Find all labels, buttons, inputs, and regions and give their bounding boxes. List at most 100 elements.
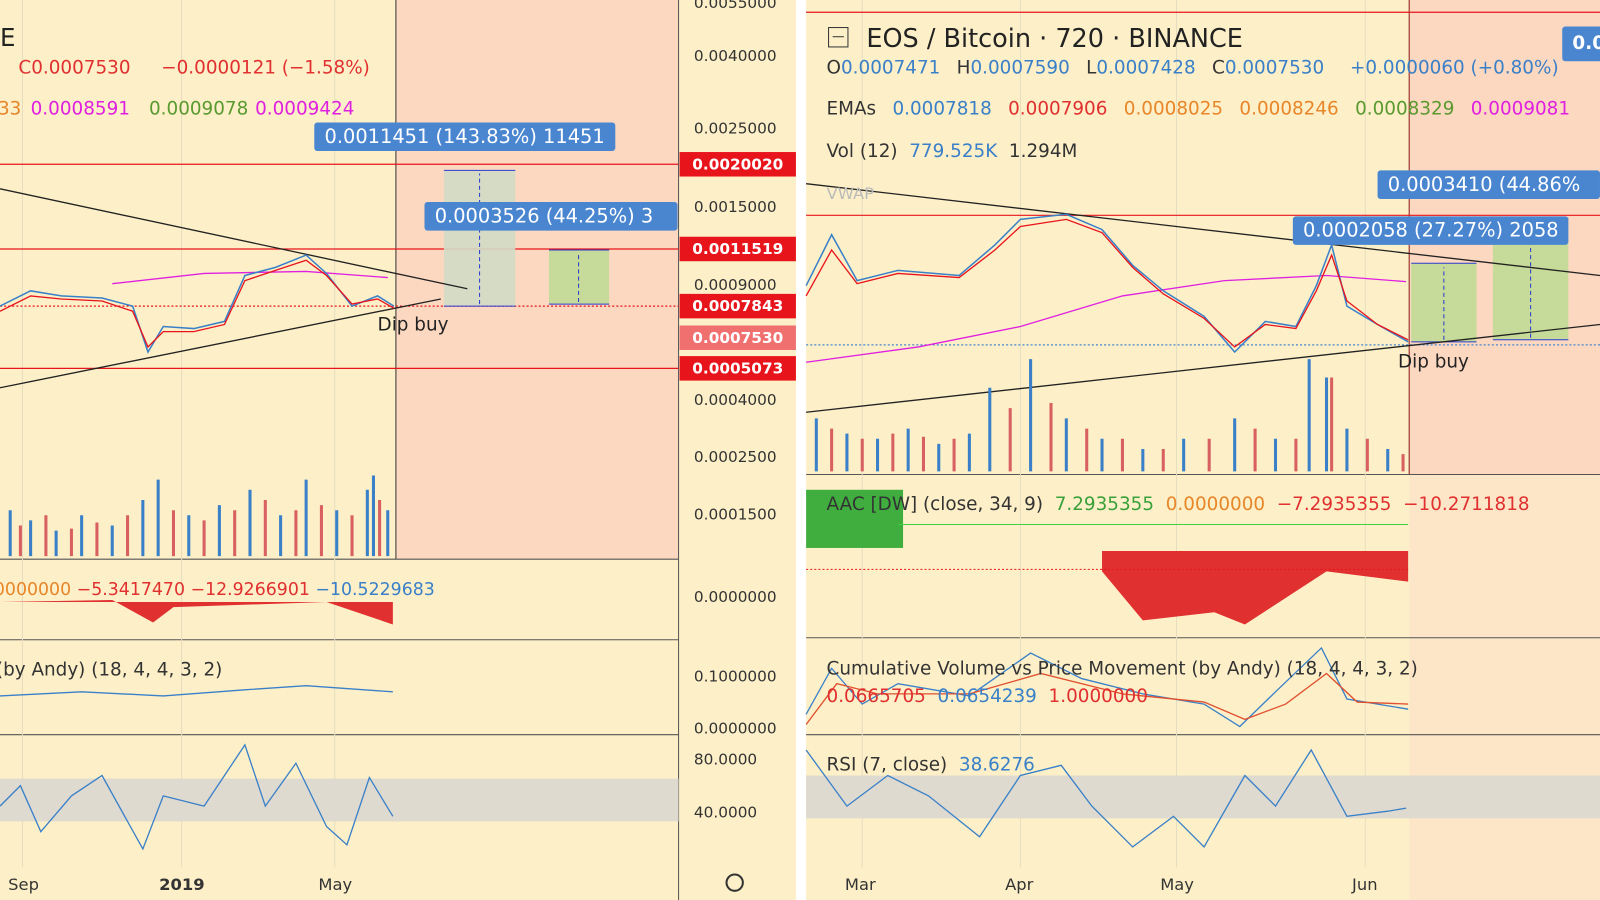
rsi-legend: RSI (7, close) 38.6276 bbox=[827, 754, 1035, 776]
aac-value: −5.3417470 bbox=[76, 579, 186, 600]
cvpm-line bbox=[0, 685, 393, 697]
time-label: Apr bbox=[1005, 874, 1034, 894]
symbol-title: EOS / Bitcoin · 720 · BINANCE bbox=[866, 23, 1243, 54]
ema-line bbox=[806, 274, 1407, 363]
axis-label: 80.0000 bbox=[693, 749, 758, 769]
axis-label: 0.1000000 bbox=[693, 667, 777, 686]
volume-legend: Vol (12) 779.525K 1.294M bbox=[827, 141, 1078, 163]
cvpm-label: (by Andy) (18, 4, 4, 3, 2) bbox=[0, 659, 223, 681]
cvpm-values: 0.0665705 0.0654239 1.0000000 bbox=[827, 686, 1148, 708]
axis-label: 0.0000000 bbox=[693, 587, 777, 607]
pane-separators bbox=[0, 473, 1600, 736]
aac-value: 7.2935355 bbox=[1054, 493, 1155, 516]
rsi-band bbox=[806, 775, 1600, 819]
axis-label: 0.0001500 bbox=[693, 505, 777, 524]
aac-value: −7.2935355 bbox=[1276, 493, 1392, 516]
ema-value: 0.0009081 bbox=[1470, 97, 1571, 120]
time-label: May bbox=[1160, 874, 1194, 894]
rsi-line bbox=[0, 743, 394, 851]
price-line bbox=[0, 259, 395, 349]
time-label: Sep bbox=[8, 874, 39, 894]
rsi-band bbox=[0, 778, 679, 822]
aac-value: 0000000 bbox=[0, 579, 72, 600]
settings-icon[interactable] bbox=[725, 873, 744, 892]
ohlc-value: 0.0007530 bbox=[1224, 57, 1325, 79]
ohlc-key: C bbox=[1212, 57, 1225, 79]
emas-label: EMAs bbox=[826, 97, 877, 120]
vol-value: 1.294M bbox=[1008, 140, 1078, 163]
cvpm-line bbox=[805, 672, 1409, 725]
cvpm-value: 1.0000000 bbox=[1048, 685, 1148, 708]
aac-histogram bbox=[0, 599, 393, 625]
ema-value: 0.0008246 bbox=[1239, 97, 1339, 120]
ema-value: 0.0009424 bbox=[255, 97, 355, 120]
rsi-line bbox=[805, 748, 1407, 849]
price-line bbox=[805, 218, 1409, 348]
cvpm-label: Cumulative Volume vs Price Movement (by … bbox=[826, 658, 1418, 680]
measure-label: 0.0003526 (44.25%) 3 bbox=[424, 202, 678, 231]
trend-lines bbox=[0, 183, 1600, 413]
axis-label: 0.0009000 bbox=[693, 275, 777, 294]
aac-value: 0.0000000 bbox=[1165, 493, 1266, 516]
ohlc-key: H bbox=[956, 57, 971, 79]
axis-label: 0.0055000 bbox=[693, 0, 777, 13]
aac-value: −10.2711818 bbox=[1403, 493, 1530, 516]
measure-caps bbox=[443, 169, 1569, 343]
measure-label: 0.0003410 (44.86% bbox=[1377, 170, 1600, 199]
ohlc-key: L bbox=[1086, 57, 1097, 79]
aac-histogram bbox=[806, 489, 904, 548]
cvpm-line bbox=[805, 646, 1409, 728]
ohlc-value: 0.0007428 bbox=[1096, 57, 1196, 79]
aac-label: AAC [DW] (close, 34, 9) bbox=[826, 493, 1044, 516]
ema-value: 0.0009078 bbox=[148, 97, 249, 120]
ohlc-change: −0.0000121 (−1.58%) bbox=[161, 57, 370, 79]
ohlc-change: +0.0000060 (+0.80%) bbox=[1349, 57, 1559, 79]
annotation: Dip buy bbox=[377, 314, 449, 336]
ema-value: 0.0008591 bbox=[30, 97, 130, 120]
vol-value: 779.525K bbox=[909, 140, 998, 163]
ema-value: 0.0007818 bbox=[892, 97, 992, 120]
time-label: Mar bbox=[844, 874, 876, 894]
axis-label: 0.0015000 bbox=[693, 197, 777, 217]
ema-value: 33 bbox=[0, 97, 22, 120]
axis-label: 0.0000000 bbox=[693, 719, 777, 738]
price-tag: 0.0007530 bbox=[679, 325, 796, 350]
ohlc-value: 0.0007471 bbox=[840, 57, 941, 79]
aac-value: −12.9266901 bbox=[190, 579, 310, 600]
measure-label: 0.0011451 (143.83%) 11451 bbox=[314, 122, 615, 152]
price-line bbox=[805, 213, 1409, 354]
time-label: 2019 bbox=[159, 874, 205, 894]
emas: EMAs 0.0007818 0.0007906 0.0008025 0.0008246… bbox=[827, 98, 1571, 120]
vol-label: Vol (12) bbox=[826, 140, 898, 163]
axis-label: 40.0000 bbox=[693, 803, 758, 822]
ema-value: 0.0008329 bbox=[1355, 97, 1455, 120]
ema-value: 0.0008025 bbox=[1123, 97, 1224, 120]
time-label: May bbox=[318, 874, 353, 894]
axis-label: 0.0040000 bbox=[693, 46, 777, 66]
price-tag: 0.0020020 bbox=[679, 152, 796, 177]
time-label: Jun bbox=[1352, 874, 1378, 894]
price-badge-bg bbox=[1562, 26, 1600, 62]
axis-label: 0.0025000 bbox=[693, 119, 777, 138]
right-future-zone-lower bbox=[1409, 474, 1600, 900]
volume-bars bbox=[18, 377, 1405, 557]
symbol-title: E bbox=[0, 23, 16, 53]
ohlc-value: 0.0007590 bbox=[970, 57, 1070, 79]
price-badge: 0.0 bbox=[1572, 32, 1600, 55]
level-lines bbox=[0, 11, 1600, 369]
price-tag: 0.0011519 bbox=[679, 236, 796, 262]
vwap-label: VWAP bbox=[826, 183, 874, 204]
collapse-icon[interactable] bbox=[828, 27, 849, 48]
left-future-zone bbox=[395, 0, 679, 560]
cvpm-value: 0.0654239 bbox=[937, 685, 1037, 708]
axis-label: 0.0004000 bbox=[693, 390, 777, 410]
ohlc: O0.0007471 H0.0007590 L0.0007428 C0.0007530 bbox=[827, 57, 1325, 79]
aac-legend: AAC [DW] (close, 34, 9) 7.2935355 0.0000… bbox=[827, 494, 1530, 516]
rsi-value: 38.6276 bbox=[958, 754, 1035, 776]
aac-value: −10.5229683 bbox=[315, 579, 435, 600]
ohlc-key: O bbox=[826, 57, 841, 79]
price-tag: 0.0005073 bbox=[679, 356, 796, 381]
